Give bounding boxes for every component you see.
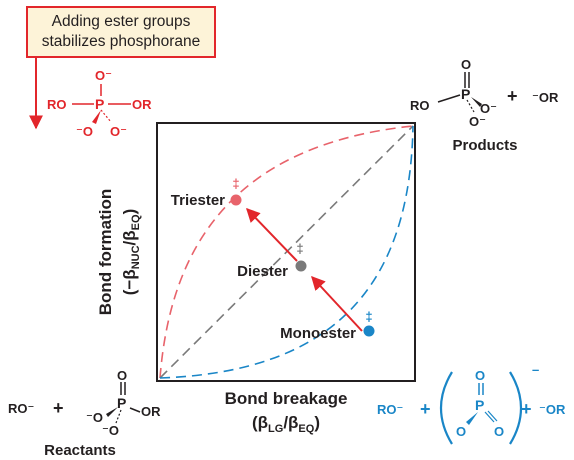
metaphosphate-p: P xyxy=(475,397,484,413)
reactant-phosphate-structure xyxy=(106,382,141,424)
triester-point xyxy=(230,194,242,206)
product-ro: RO xyxy=(410,98,430,113)
metaphosphate-o-top: O xyxy=(475,368,485,383)
plot-frame xyxy=(156,122,416,382)
monoester-curve xyxy=(159,125,414,379)
callout-line-2: stabilizes phosphorane xyxy=(41,33,201,50)
metaphosphate-nucleophile: RO⁻ xyxy=(377,402,403,417)
phosphorane-or: OR xyxy=(132,97,152,112)
product-p: P xyxy=(461,86,470,102)
phosphorane-o-left: ⁻O xyxy=(76,124,93,139)
y-axis-sublabel: (−βNUC/βEQ) xyxy=(120,209,142,296)
y-axis-label: Bond formation xyxy=(96,189,115,316)
diester-curve xyxy=(159,125,414,379)
reactant-nucleophile: RO⁻ xyxy=(8,401,34,416)
metaphosphate-o-right: O xyxy=(494,424,504,439)
reactants-label: Reactants xyxy=(44,442,116,459)
products-label: Products xyxy=(452,137,517,154)
x-axis-label: Bond breakage xyxy=(225,389,348,408)
shift-arrow-mono-to-di xyxy=(311,275,363,332)
product-plus: + xyxy=(507,86,518,106)
reactant-o-top: O xyxy=(117,368,127,383)
metaphosphate-structure xyxy=(466,383,498,425)
diester-label: Diester xyxy=(237,263,288,280)
metaphosphate-leaving-group: ⁻OR xyxy=(539,402,566,417)
diester-point xyxy=(295,260,307,272)
reactant-o-bottom: ⁻O xyxy=(102,423,119,438)
product-o-bottom: O⁻ xyxy=(469,114,486,129)
product-o-right: O⁻ xyxy=(480,101,497,116)
metaphosphate-charge: – xyxy=(532,362,539,377)
reactant-p: P xyxy=(117,395,126,411)
shift-arrow-di-to-tri xyxy=(246,207,298,262)
triester-curve xyxy=(159,125,414,379)
product-o-top: O xyxy=(461,57,471,72)
monoester-point xyxy=(363,325,375,337)
monoester-label: Monoester xyxy=(280,325,356,342)
reactant-o-left: ⁻O xyxy=(86,410,103,425)
triester-dagger: ‡ xyxy=(232,176,239,191)
product-leaving-group: ⁻OR xyxy=(532,90,559,105)
triester-label: Triester xyxy=(171,192,225,209)
phosphorane-ro: RO xyxy=(47,97,67,112)
phosphorane-p: P xyxy=(95,96,104,112)
bracket-right xyxy=(509,371,522,445)
monoester-dagger: ‡ xyxy=(365,309,372,324)
bracket-left xyxy=(440,371,453,445)
phosphorane-structure xyxy=(72,84,131,124)
callout-line-1: Adding ester groups xyxy=(51,13,191,30)
phosphorane-o-top: O⁻ xyxy=(95,68,112,83)
x-axis-sublabel: (βLG/βEQ) xyxy=(252,413,320,435)
phosphorane-o-right: O⁻ xyxy=(110,124,127,139)
callout-box: Adding ester groups stabilizes phosphora… xyxy=(26,6,216,58)
product-phosphate-structure xyxy=(437,72,482,113)
y-axis-label-group: Bond formation (−βNUC/βEQ) xyxy=(96,189,142,316)
metaphosphate-plus-right: + xyxy=(521,399,532,419)
metaphosphate-plus-left: + xyxy=(420,399,431,419)
diester-dagger: ‡ xyxy=(296,241,303,256)
reactant-plus: + xyxy=(53,398,64,418)
reactant-or: OR xyxy=(141,404,161,419)
metaphosphate-o-left: O xyxy=(456,424,466,439)
